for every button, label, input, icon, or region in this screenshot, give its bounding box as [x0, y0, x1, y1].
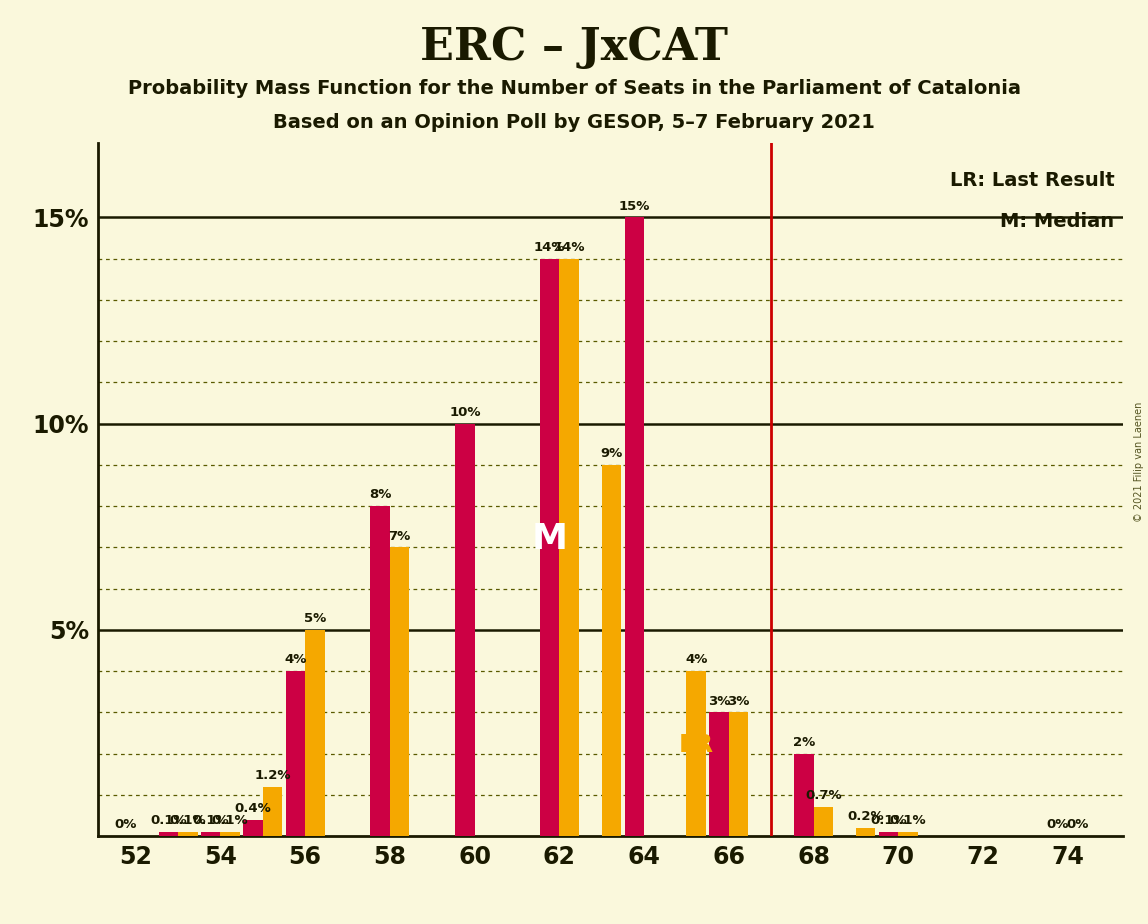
- Bar: [243, 820, 263, 836]
- Text: 0.1%: 0.1%: [890, 814, 926, 827]
- Text: 8%: 8%: [369, 488, 391, 501]
- Text: 14%: 14%: [534, 241, 565, 254]
- Text: Probability Mass Function for the Number of Seats in the Parliament of Catalonia: Probability Mass Function for the Number…: [127, 79, 1021, 98]
- Bar: [390, 547, 410, 836]
- Bar: [559, 259, 579, 836]
- Bar: [220, 833, 240, 836]
- Bar: [709, 712, 729, 836]
- Bar: [201, 833, 220, 836]
- Bar: [305, 630, 325, 836]
- Bar: [878, 833, 898, 836]
- Text: 10%: 10%: [449, 406, 481, 419]
- Bar: [729, 712, 748, 836]
- Bar: [814, 808, 833, 836]
- Text: 0.1%: 0.1%: [870, 814, 907, 827]
- Text: 0%: 0%: [1066, 819, 1088, 832]
- Bar: [455, 424, 474, 836]
- Text: 3%: 3%: [728, 695, 750, 708]
- Text: © 2021 Filip van Laenen: © 2021 Filip van Laenen: [1134, 402, 1143, 522]
- Bar: [898, 833, 917, 836]
- Bar: [687, 671, 706, 836]
- Text: 0.7%: 0.7%: [805, 789, 841, 802]
- Text: 15%: 15%: [619, 200, 650, 213]
- Text: 0.1%: 0.1%: [170, 814, 207, 827]
- Text: M: Median: M: Median: [1000, 213, 1115, 231]
- Text: LR: LR: [678, 734, 714, 758]
- Bar: [794, 754, 814, 836]
- Text: 5%: 5%: [304, 612, 326, 625]
- Text: 1.2%: 1.2%: [255, 769, 290, 782]
- Bar: [158, 833, 178, 836]
- Text: 14%: 14%: [553, 241, 584, 254]
- Text: 0.4%: 0.4%: [234, 802, 271, 815]
- Text: Based on an Opinion Poll by GESOP, 5–7 February 2021: Based on an Opinion Poll by GESOP, 5–7 F…: [273, 113, 875, 132]
- Text: 3%: 3%: [708, 695, 730, 708]
- Text: 4%: 4%: [285, 653, 307, 666]
- Text: 7%: 7%: [388, 529, 411, 542]
- Text: 0.2%: 0.2%: [847, 810, 884, 823]
- Bar: [602, 465, 621, 836]
- Bar: [625, 217, 644, 836]
- Text: ERC – JxCAT: ERC – JxCAT: [420, 26, 728, 69]
- Text: 2%: 2%: [792, 736, 815, 748]
- Text: 4%: 4%: [685, 653, 707, 666]
- Text: 0.1%: 0.1%: [212, 814, 248, 827]
- Bar: [286, 671, 305, 836]
- Text: 0%: 0%: [115, 819, 137, 832]
- Bar: [178, 833, 197, 836]
- Text: LR: Last Result: LR: Last Result: [949, 171, 1115, 189]
- Text: 9%: 9%: [600, 447, 622, 460]
- Bar: [371, 506, 390, 836]
- Text: 0.1%: 0.1%: [193, 814, 228, 827]
- Bar: [263, 786, 282, 836]
- Text: 0%: 0%: [1047, 819, 1069, 832]
- Text: M: M: [532, 522, 567, 556]
- Text: 0.1%: 0.1%: [150, 814, 187, 827]
- Bar: [856, 828, 875, 836]
- Bar: [540, 259, 559, 836]
